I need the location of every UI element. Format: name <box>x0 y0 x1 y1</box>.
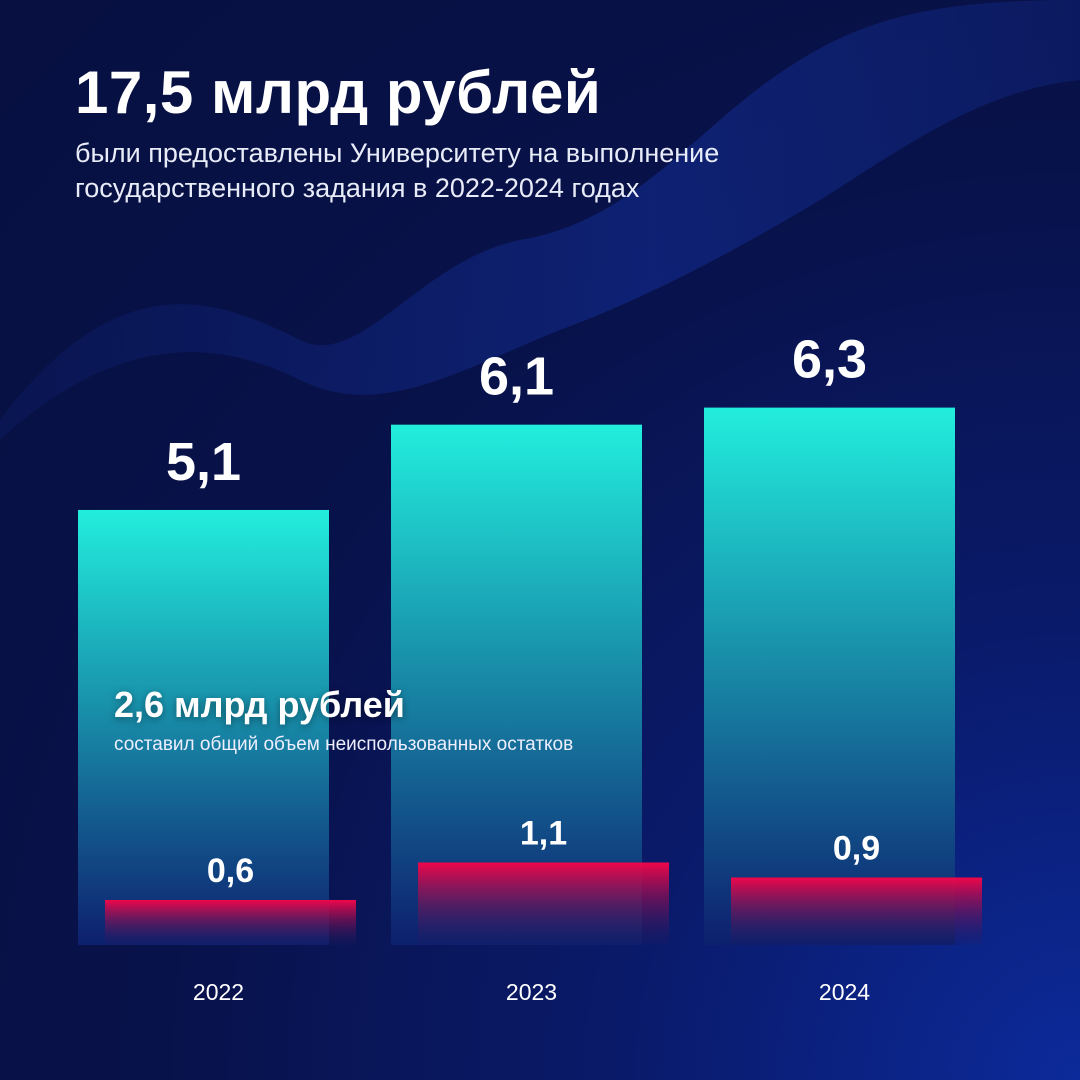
funding-value-label-2022: 5,1 <box>166 432 241 492</box>
funding-value-label-2024: 6,3 <box>792 330 867 390</box>
headline-subtitle: были предоставлены Университету на выпол… <box>75 138 720 203</box>
unused-value-label-2022: 0,6 <box>207 852 254 890</box>
unused-bar-2023 <box>418 862 669 945</box>
unused-value-label-2023: 1,1 <box>520 815 567 853</box>
funding-value-label-2023: 6,1 <box>479 347 554 407</box>
x-tick-label-2022: 2022 <box>193 979 244 1005</box>
unused-balance-total: 2,6 млрд рублей <box>114 684 405 725</box>
unused-value-label-2024: 0,9 <box>833 830 880 868</box>
x-tick-label-2024: 2024 <box>819 979 870 1005</box>
unused-balance-caption: составил общий объем неиспользованных ос… <box>114 734 574 755</box>
headline-total: 17,5 млрд рублей <box>75 59 602 126</box>
x-tick-label-2023: 2023 <box>506 979 557 1005</box>
unused-bar-2024 <box>731 877 982 945</box>
funding-bar-2024 <box>704 407 955 945</box>
unused-bar-2022 <box>105 900 356 945</box>
funding-bar-2023 <box>391 424 642 945</box>
funding-bar-2022 <box>78 509 329 945</box>
